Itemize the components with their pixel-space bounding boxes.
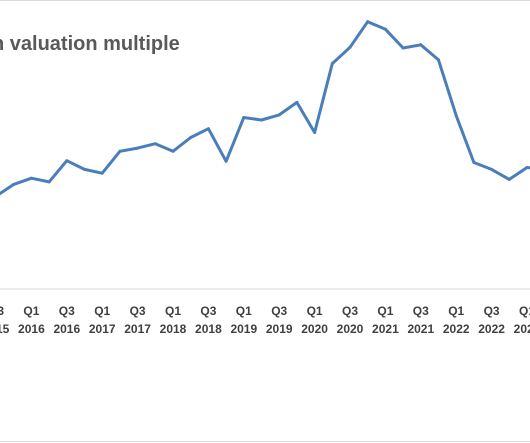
data-point [295, 100, 299, 104]
data-point [383, 27, 387, 31]
data-point [472, 161, 476, 164]
data-point [348, 45, 352, 49]
x-tick-year: 2018 [160, 322, 187, 336]
data-point [171, 149, 175, 153]
data-point [525, 166, 529, 169]
data-point [12, 182, 16, 186]
data-point [206, 127, 210, 131]
data-point [153, 142, 157, 146]
data-point [118, 149, 122, 153]
x-tick-year: 2018 [195, 322, 222, 336]
x-tick-quarter: Q1 [94, 304, 110, 318]
data-point [29, 176, 33, 180]
series-layer [0, 20, 530, 196]
data-point [189, 136, 193, 139]
x-tick-quarter: Q3 [130, 304, 146, 318]
x-tick-year: 2021 [407, 322, 434, 336]
data-point [100, 171, 104, 175]
x-tick-year: 2015 [0, 322, 10, 336]
x-tick-quarter: Q3 [0, 304, 4, 318]
data-point [401, 46, 405, 50]
x-tick-year: 2023 [514, 322, 530, 336]
series-line [0, 20, 530, 196]
data-point [277, 113, 281, 117]
data-point [507, 177, 511, 181]
data-point [242, 116, 246, 119]
data-point [313, 131, 317, 134]
data-point [330, 62, 334, 66]
x-tick-year: 2016 [53, 322, 80, 336]
x-tick-year: 2022 [443, 322, 470, 336]
data-point [419, 43, 423, 47]
x-tick-quarter: Q1 [377, 304, 393, 318]
x-tick-quarter: Q1 [23, 304, 39, 318]
x-tick-year: 2021 [372, 322, 399, 336]
data-point [136, 146, 140, 150]
tick-layer: Q3 2015 Q1 2016 Q3 2016 Q1 2017 Q3 2017 Q1 2018 Q3 20… [0, 304, 530, 336]
x-tick-quarter: Q3 [413, 304, 429, 318]
x-tick-quarter: Q1 [307, 304, 323, 318]
x-tick-year: 2020 [301, 322, 328, 336]
x-tick-year: 2019 [266, 322, 293, 336]
x-tick-quarter: Q1 [165, 304, 181, 318]
x-tick-year: 2017 [89, 322, 116, 336]
chart-title: n valuation multiple [0, 33, 180, 55]
data-point [490, 167, 494, 171]
x-tick-year: 2020 [337, 322, 364, 336]
data-point [65, 159, 69, 163]
x-tick-quarter: Q3 [484, 304, 500, 318]
x-tick-year: 2016 [18, 322, 45, 336]
data-point [366, 20, 370, 24]
x-tick-quarter: Q3 [59, 304, 75, 318]
data-point [437, 58, 440, 62]
x-tick-quarter: Q3 [200, 304, 216, 318]
x-tick-year: 2019 [230, 322, 257, 336]
x-tick-quarter: Q3 [271, 304, 287, 318]
data-point [224, 159, 228, 163]
data-point [454, 114, 458, 118]
data-point [47, 180, 51, 184]
x-tick-year: 2017 [124, 322, 151, 336]
x-tick-quarter: Q1 [448, 304, 464, 318]
x-tick-quarter: Q1 [519, 304, 530, 318]
data-point [260, 118, 263, 122]
x-tick-quarter: Q3 [342, 304, 358, 318]
data-point [83, 167, 86, 171]
x-tick-quarter: Q1 [236, 304, 252, 318]
x-tick-year: 2022 [478, 322, 505, 336]
